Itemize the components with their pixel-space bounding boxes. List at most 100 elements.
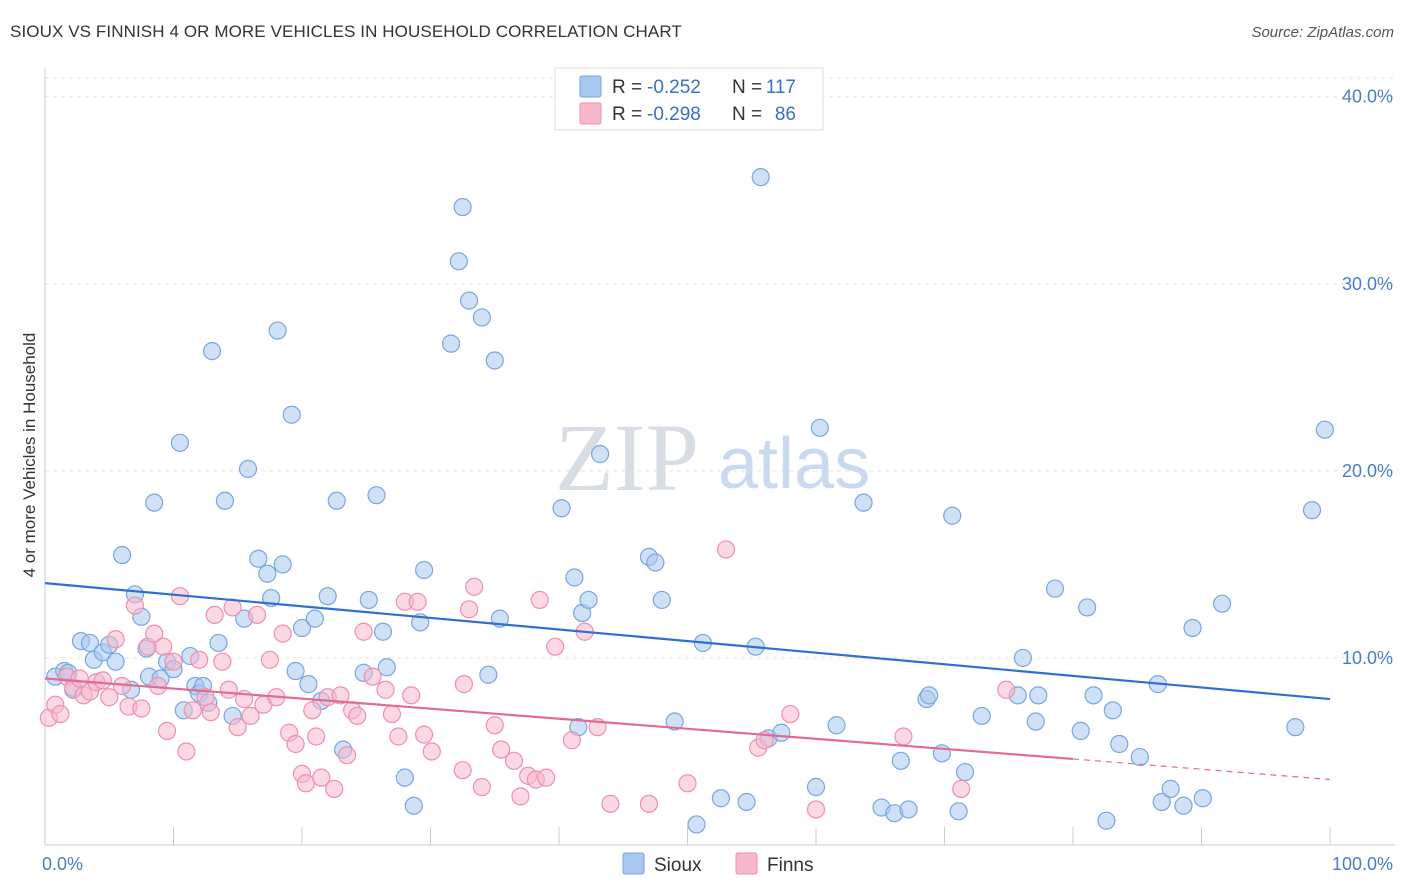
point-finns	[331, 686, 350, 705]
point-finns	[125, 596, 145, 615]
point-finns	[422, 742, 441, 761]
point-finns	[303, 701, 322, 720]
point-finns	[219, 680, 238, 699]
point-sioux	[202, 342, 222, 361]
y-axis-label: 4 or more Vehicles in Household	[20, 333, 39, 578]
point-sioux	[943, 506, 962, 525]
point-finns	[100, 688, 119, 707]
point-sioux	[1286, 718, 1305, 737]
point-sioux	[472, 308, 491, 327]
point-sioux	[305, 609, 324, 628]
point-sioux	[1071, 721, 1090, 740]
point-finns	[402, 686, 421, 705]
point-finns	[228, 718, 247, 737]
point-finns	[106, 630, 125, 649]
point-sioux	[810, 418, 829, 437]
point-finns	[190, 650, 209, 669]
point-sioux	[112, 545, 132, 565]
point-finns	[177, 742, 196, 761]
point-sioux	[665, 712, 684, 731]
point-sioux	[238, 459, 258, 479]
legend-r-label: R =	[612, 77, 642, 98]
watermark: ZIP atlas	[555, 404, 870, 511]
point-finns	[348, 706, 367, 726]
watermark-atlas: atlas	[718, 424, 870, 504]
point-finns	[485, 716, 504, 735]
point-finns	[678, 774, 697, 793]
point-sioux	[377, 658, 396, 677]
chart-title: SIOUX VS FINNISH 4 OR MORE VEHICLES IN H…	[10, 22, 682, 41]
point-sioux	[258, 564, 277, 583]
point-sioux	[949, 802, 968, 821]
point-finns	[459, 600, 479, 619]
point-sioux	[737, 792, 756, 812]
point-sioux	[273, 555, 292, 574]
point-sioux	[1084, 686, 1103, 705]
point-finns	[382, 704, 402, 724]
point-finns	[260, 650, 279, 669]
point-finns	[414, 725, 434, 744]
legend-n-value-sioux: 117	[766, 77, 796, 98]
point-finns	[354, 622, 373, 641]
point-sioux	[1130, 747, 1149, 767]
point-sioux	[414, 560, 434, 580]
point-sioux	[1110, 734, 1129, 754]
trend-line-sioux	[44, 582, 1331, 701]
legend-swatch-sioux	[579, 75, 602, 98]
point-sioux	[711, 789, 731, 808]
point-finns	[296, 774, 315, 793]
point-finns	[164, 652, 183, 671]
point-sioux	[1183, 618, 1202, 638]
point-sioux	[80, 633, 100, 653]
point-sioux	[899, 800, 918, 819]
point-finns	[537, 768, 556, 787]
point-finns	[363, 667, 382, 686]
trend-line-extension-finns	[1072, 758, 1331, 781]
point-finns	[389, 727, 408, 746]
point-finns	[806, 800, 826, 819]
legend-n-label: N =	[732, 77, 762, 98]
watermark-zip: ZIP	[555, 404, 699, 511]
point-finns	[894, 727, 913, 746]
point-sioux	[318, 587, 337, 606]
point-sioux	[268, 321, 287, 340]
point-sioux	[292, 618, 312, 638]
point-sioux	[1161, 779, 1180, 798]
point-sioux	[1045, 579, 1065, 598]
point-sioux	[552, 499, 571, 518]
y-tick-labels: 10.0% 20.0% 30.0% 40.0%	[1342, 87, 1393, 668]
point-finns	[337, 746, 357, 765]
point-sioux	[1029, 686, 1048, 705]
point-sioux	[106, 652, 125, 671]
trend-lines	[44, 582, 1331, 781]
data-points	[39, 168, 1334, 834]
point-sioux	[367, 486, 386, 505]
y-tick-label: 10.0%	[1342, 648, 1393, 668]
point-sioux	[286, 661, 305, 681]
point-finns	[511, 787, 530, 806]
point-finns	[530, 590, 549, 610]
point-sioux	[170, 433, 190, 452]
point-sioux	[449, 252, 468, 271]
point-sioux	[751, 168, 770, 187]
point-sioux	[145, 493, 164, 512]
point-finns	[781, 704, 800, 724]
point-finns	[454, 675, 474, 694]
point-finns	[325, 779, 344, 798]
bottom-legend-label-finns: Finns	[767, 855, 813, 876]
point-sioux	[404, 796, 423, 815]
point-sioux	[299, 675, 318, 694]
point-finns	[183, 701, 202, 720]
point-finns	[205, 605, 224, 625]
point-sioux	[955, 762, 975, 782]
x-tick-label-max: 100.0%	[1332, 854, 1393, 874]
point-sioux	[209, 633, 228, 653]
point-finns	[93, 671, 112, 690]
point-sioux	[1174, 796, 1193, 815]
point-finns	[132, 699, 151, 718]
legend-r-label: R =	[612, 104, 642, 125]
legend-bottom: Sioux Finns	[622, 852, 813, 876]
point-sioux	[1103, 701, 1122, 720]
point-sioux	[249, 549, 268, 568]
